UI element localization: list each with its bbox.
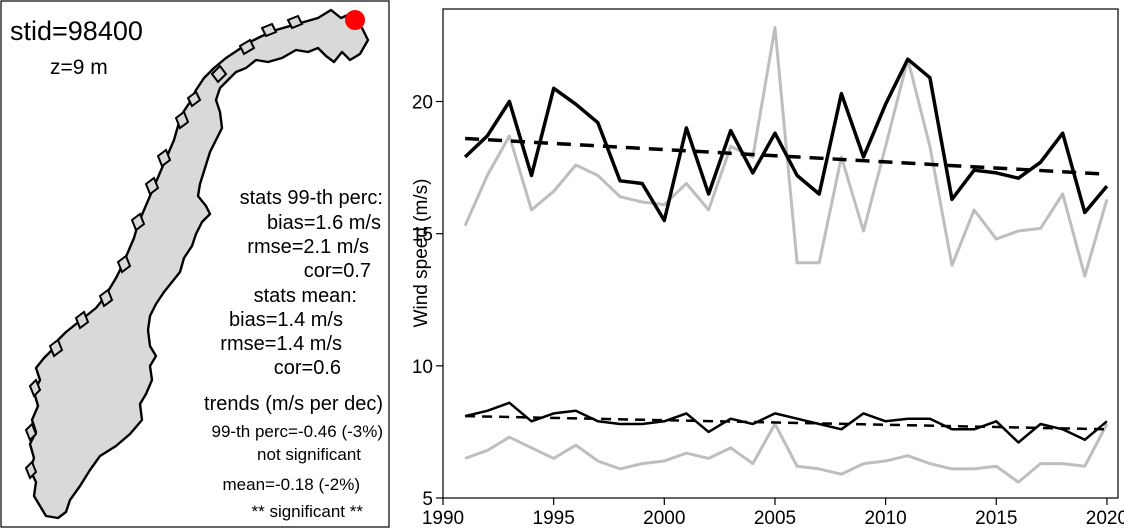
x-tick-label: 2010 — [864, 508, 906, 528]
island — [260, 22, 278, 38]
x-tick-label: 2020 — [1086, 508, 1124, 528]
island — [24, 460, 38, 480]
series-line-mean-trend — [465, 414, 1107, 431]
x-tick-label: 2005 — [754, 508, 796, 528]
x-tick-label: 1995 — [533, 508, 575, 528]
trend-mean: mean=-0.18 (-2%) — [223, 475, 360, 494]
station-height-label: z=9 m — [50, 56, 108, 79]
y-axis-title: Wind speed (m/s) — [411, 179, 432, 328]
trends-header: trends (m/s per dec) — [204, 393, 383, 415]
series-line-p99-trend — [465, 136, 1107, 176]
p99-bias: bias=1.6 m/s — [267, 212, 381, 234]
island — [174, 110, 190, 130]
island — [116, 254, 132, 274]
p99-cor: cor=0.7 — [304, 260, 371, 282]
station-map-panel: stid=98400 z=9 m stats 99-th perc: bias=… — [0, 0, 390, 528]
island — [238, 38, 256, 56]
series-line-mean-observed — [464, 422, 1109, 484]
island — [286, 14, 304, 30]
x-axis: 1990 1995 2000 2005 2010 2015 2020 — [422, 498, 1124, 528]
series-line-mean-modelled — [464, 401, 1108, 444]
island — [48, 338, 64, 358]
island — [186, 90, 202, 108]
island — [156, 148, 172, 168]
island — [144, 176, 160, 196]
y-tick-label: 15 — [412, 225, 433, 246]
mean-rmse: rmse=1.4 m/s — [220, 333, 342, 355]
y-tick-label: 10 — [412, 357, 433, 378]
island — [98, 288, 114, 308]
trend-p99-significance: not significant — [257, 445, 361, 464]
trend-mean-significance: ** significant ** — [251, 502, 363, 521]
mean-stats-header: stats mean: — [254, 285, 357, 307]
coastal-islands — [24, 14, 304, 480]
mean-cor: cor=0.6 — [274, 357, 341, 379]
y-tick-label: 5 — [422, 489, 433, 510]
station-id-label: stid=98400 — [10, 16, 143, 46]
series-layer — [463, 26, 1109, 484]
island — [130, 212, 146, 232]
island — [74, 310, 90, 330]
series-line-p99-modelled — [463, 57, 1109, 223]
y-tick-label: 20 — [412, 93, 433, 114]
norway-map — [24, 8, 370, 520]
wind-speed-chart: 1990 1995 2000 2005 2010 2015 2020 5 10 15 20 Win… — [411, 8, 1124, 528]
p99-stats-header: stats 99-th perc: — [240, 187, 383, 209]
island — [28, 378, 42, 398]
p99-rmse: rmse=2.1 m/s — [247, 236, 369, 258]
stats-annotations: stats 99-th perc: bias=1.6 m/s rmse=2.1 … — [204, 187, 383, 415]
series-line-p99-observed — [463, 26, 1109, 278]
trend-p99: 99-th perc=-0.46 (-3%) — [212, 422, 384, 441]
norway-land — [28, 8, 370, 520]
island — [210, 64, 228, 84]
x-tick-label: 1990 — [422, 508, 464, 528]
x-tick-label: 2000 — [643, 508, 685, 528]
island — [24, 422, 38, 442]
station-marker — [345, 10, 365, 30]
mean-bias: bias=1.4 m/s — [229, 309, 343, 331]
y-axis: 5 10 15 20 — [412, 93, 443, 510]
x-tick-label: 2015 — [975, 508, 1017, 528]
trend-annotations: 99-th perc=-0.46 (-3%) not significant m… — [212, 422, 384, 521]
